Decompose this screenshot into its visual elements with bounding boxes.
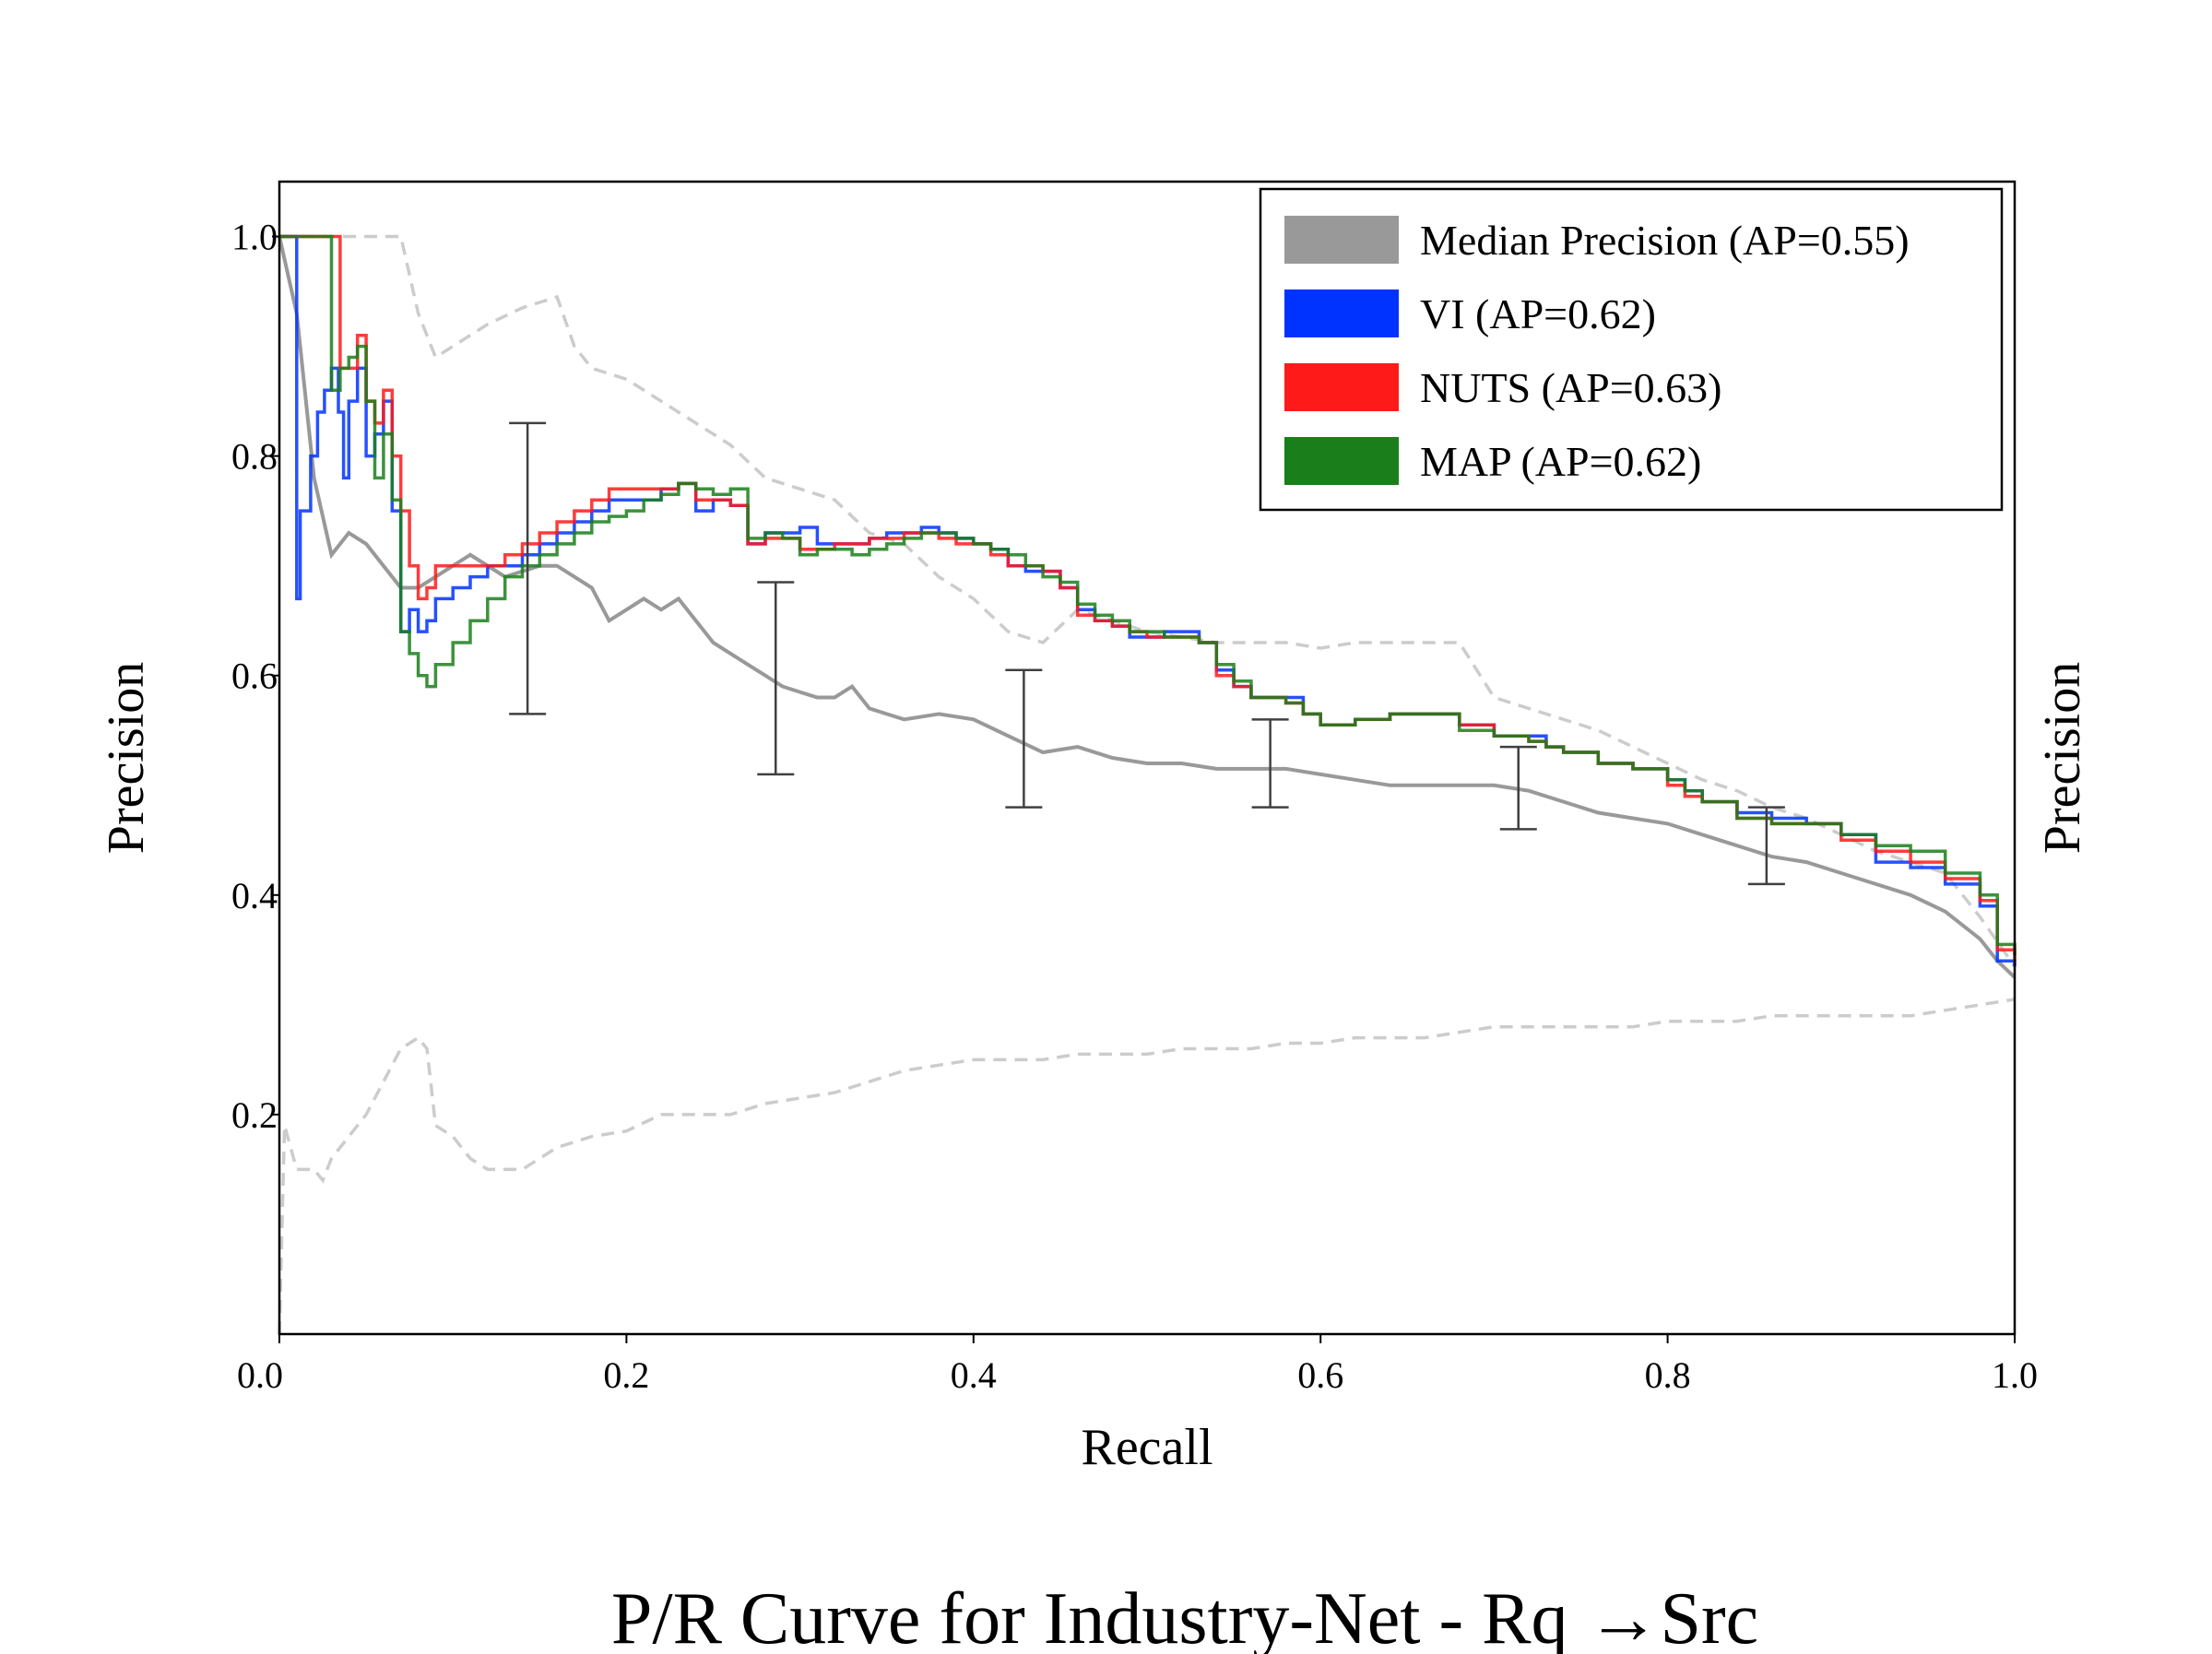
chart-title: P/R Curve for Industry-Net - Rq →Src: [611, 1578, 1758, 1654]
x-tick-label: 0.6: [1297, 1354, 1343, 1396]
legend-label-vi: VI (AP=0.62): [1420, 290, 1656, 337]
plot-frame: [278, 180, 2017, 1336]
x-tick-label: 1.0: [1992, 1354, 2038, 1396]
uncertainty-band-layer: [278, 234, 2017, 1335]
x-tick-label: 0.0: [237, 1354, 283, 1396]
band-upper-line: [279, 234, 2017, 968]
y-tick-label: 0.8: [231, 436, 278, 478]
x-tick-label: 0.8: [1645, 1354, 1691, 1396]
y-tick-label: 0.4: [231, 875, 278, 916]
error-bar-4: [1251, 718, 1289, 809]
y-axis-label-right: Precision: [2034, 662, 2091, 854]
series-line-map: [279, 234, 2017, 956]
legend-swatch-vi: [1284, 289, 1399, 337]
band-lower-line: [278, 998, 2016, 1335]
error-bar-1: [509, 421, 547, 715]
error-bar-3: [1005, 668, 1043, 809]
errorbar-layer: [509, 421, 1785, 886]
legend-swatch-nuts: [1284, 363, 1399, 411]
error-bar-5: [1499, 745, 1537, 831]
error-bar-2: [757, 581, 795, 776]
x-tick-label: 0.4: [951, 1354, 997, 1396]
x-axis-ticks: 0.0 0.2 0.4 0.6 0.8 1.0: [237, 1334, 2038, 1396]
x-axis-label: Recall: [1081, 1419, 1212, 1476]
y-axis-ticks: 0.2 0.4 0.6 0.8 1.0: [231, 217, 279, 1136]
y-tick-label: 0.2: [231, 1094, 278, 1136]
y-tick-label: 0.6: [231, 656, 278, 697]
series-layer: [278, 234, 2017, 979]
legend-label-map: MAP (AP=0.62): [1420, 438, 1701, 485]
legend-swatch-map: [1284, 437, 1399, 485]
legend: Median Precision (AP=0.55) VI (AP=0.62) …: [1259, 187, 2004, 512]
legend-label-nuts: NUTS (AP=0.63): [1420, 364, 1722, 411]
y-axis-label: Precision: [98, 662, 155, 854]
x-tick-label: 0.2: [603, 1354, 649, 1396]
error-bar-6: [1747, 806, 1785, 886]
legend-swatch-median: [1284, 216, 1399, 264]
y-tick-label: 1.0: [231, 217, 278, 258]
legend-label-median: Median Precision (AP=0.55): [1420, 217, 1910, 264]
